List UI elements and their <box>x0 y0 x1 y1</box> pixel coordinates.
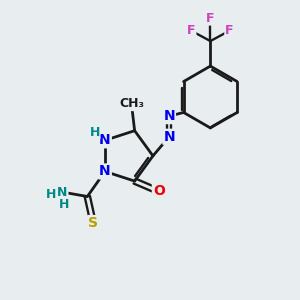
Text: S: S <box>88 216 98 230</box>
Text: F: F <box>206 12 214 25</box>
Text: N: N <box>163 130 175 144</box>
Text: N: N <box>57 186 68 199</box>
Text: CH₃: CH₃ <box>119 98 144 110</box>
Text: F: F <box>225 24 234 37</box>
Text: N: N <box>99 164 111 178</box>
Text: N: N <box>99 133 111 147</box>
Text: H: H <box>58 198 69 211</box>
Text: F: F <box>187 24 196 37</box>
Text: N: N <box>163 109 175 123</box>
Text: H: H <box>89 126 100 139</box>
Text: O: O <box>153 184 165 198</box>
Text: H: H <box>46 188 56 201</box>
